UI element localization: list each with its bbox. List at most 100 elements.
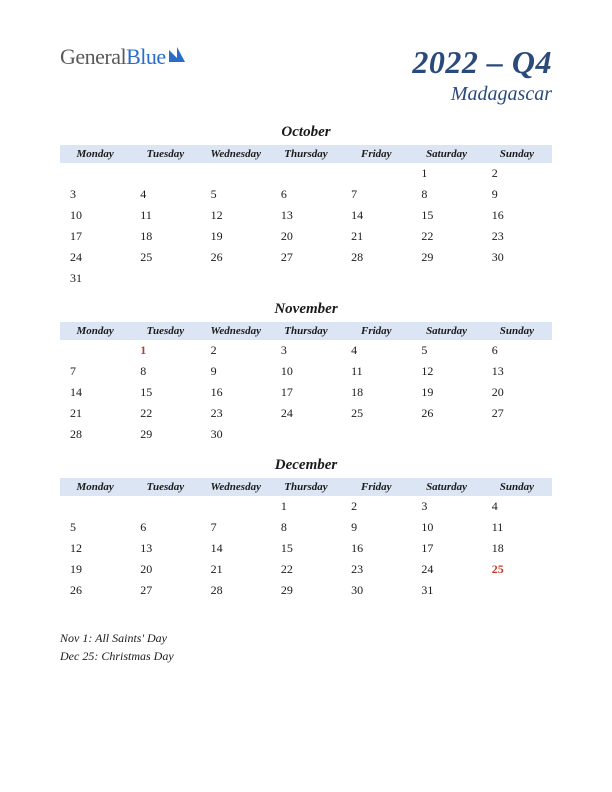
calendar-cell: 2 — [201, 340, 271, 361]
calendar-cell — [130, 163, 200, 184]
calendar-cell: 16 — [341, 538, 411, 559]
weekday-header: Sunday — [482, 322, 552, 340]
header: General Blue 2022 – Q4 Madagascar — [0, 0, 612, 116]
calendar-cell: 14 — [201, 538, 271, 559]
calendar-row: 17181920212223 — [60, 226, 552, 247]
calendar-row: 567891011 — [60, 517, 552, 538]
calendar-cell: 8 — [130, 361, 200, 382]
calendar-cell — [60, 163, 130, 184]
calendar-cell — [482, 580, 552, 601]
calendar-cell: 24 — [271, 403, 341, 424]
calendar-cell: 9 — [482, 184, 552, 205]
calendar-row: 3456789 — [60, 184, 552, 205]
calendar-cell: 31 — [60, 268, 130, 289]
calendar-cell: 30 — [482, 247, 552, 268]
calendar-cell: 18 — [341, 382, 411, 403]
calendar-cell: 11 — [482, 517, 552, 538]
calendar-cell: 29 — [411, 247, 481, 268]
calendar-row: 31 — [60, 268, 552, 289]
calendar-cell: 5 — [201, 184, 271, 205]
calendar-cell: 5 — [60, 517, 130, 538]
calendar-cell: 25 — [341, 403, 411, 424]
calendar-cell: 10 — [411, 517, 481, 538]
calendar-cell: 17 — [411, 538, 481, 559]
holiday-notes: Nov 1: All Saints' DayDec 25: Christmas … — [0, 613, 612, 665]
calendar-cell: 15 — [411, 205, 481, 226]
calendar-cell — [411, 424, 481, 445]
calendar-cell: 24 — [60, 247, 130, 268]
calendar-cell: 6 — [482, 340, 552, 361]
calendar-cell: 26 — [411, 403, 481, 424]
calendar-cell: 16 — [482, 205, 552, 226]
calendar-row: 12131415161718 — [60, 538, 552, 559]
weekday-header: Tuesday — [130, 322, 200, 340]
calendar-cell — [201, 496, 271, 517]
weekday-header: Wednesday — [201, 145, 271, 163]
calendar-cell: 30 — [201, 424, 271, 445]
calendar-cell: 23 — [482, 226, 552, 247]
calendar-cell: 25 — [482, 559, 552, 580]
weekday-header: Thursday — [271, 478, 341, 496]
calendar-cell: 10 — [60, 205, 130, 226]
weekday-header: Tuesday — [130, 478, 200, 496]
calendar-cell: 1 — [271, 496, 341, 517]
calendar-cell — [341, 424, 411, 445]
calendar-cell: 11 — [341, 361, 411, 382]
calendar-cell: 8 — [271, 517, 341, 538]
calendar-cell — [271, 163, 341, 184]
calendar-cell — [411, 268, 481, 289]
calendar-cell: 15 — [271, 538, 341, 559]
calendar-row: 24252627282930 — [60, 247, 552, 268]
calendar-row: 78910111213 — [60, 361, 552, 382]
calendar-cell — [130, 496, 200, 517]
calendar-cell: 26 — [60, 580, 130, 601]
calendar-row: 123456 — [60, 340, 552, 361]
month-name: November — [60, 301, 552, 318]
calendar-cell: 20 — [482, 382, 552, 403]
calendar-cell: 2 — [482, 163, 552, 184]
weekday-header: Monday — [60, 322, 130, 340]
calendar-cell: 21 — [341, 226, 411, 247]
calendar-cell: 20 — [271, 226, 341, 247]
calendar-cell: 21 — [60, 403, 130, 424]
calendar-cell: 22 — [130, 403, 200, 424]
calendar-row: 14151617181920 — [60, 382, 552, 403]
calendar-cell: 1 — [130, 340, 200, 361]
calendar-cell: 5 — [411, 340, 481, 361]
calendar-cell — [482, 424, 552, 445]
page-subtitle: Madagascar — [412, 83, 552, 106]
calendar-cell: 12 — [201, 205, 271, 226]
calendar-cell: 21 — [201, 559, 271, 580]
weekday-header: Thursday — [271, 322, 341, 340]
calendar-cell: 27 — [271, 247, 341, 268]
month-block: NovemberMondayTuesdayWednesdayThursdayFr… — [60, 301, 552, 445]
calendar-cell: 16 — [201, 382, 271, 403]
weekday-header: Thursday — [271, 145, 341, 163]
calendar-row: 10111213141516 — [60, 205, 552, 226]
calendar-cell: 19 — [201, 226, 271, 247]
calendar-cell: 1 — [411, 163, 481, 184]
calendar-cell — [271, 424, 341, 445]
calendar-cell: 28 — [201, 580, 271, 601]
calendar-cell: 19 — [60, 559, 130, 580]
calendar-cell: 13 — [130, 538, 200, 559]
weekday-header: Saturday — [411, 145, 481, 163]
calendar-cell: 18 — [130, 226, 200, 247]
logo-text-2: Blue — [126, 44, 166, 70]
calendar-cell: 9 — [201, 361, 271, 382]
logo: General Blue — [60, 44, 186, 70]
calendar-cell: 7 — [201, 517, 271, 538]
calendar-cell: 22 — [271, 559, 341, 580]
calendar-cell: 3 — [60, 184, 130, 205]
calendar-cell — [60, 340, 130, 361]
weekday-header: Wednesday — [201, 478, 271, 496]
calendar-cell: 2 — [341, 496, 411, 517]
calendar-cell: 23 — [341, 559, 411, 580]
calendar-cell: 27 — [482, 403, 552, 424]
month-block: DecemberMondayTuesdayWednesdayThursdayFr… — [60, 457, 552, 601]
page-title: 2022 – Q4 — [412, 44, 552, 81]
weekday-header: Wednesday — [201, 322, 271, 340]
calendar-cell: 29 — [271, 580, 341, 601]
logo-text-1: General — [60, 44, 126, 70]
weekday-header: Friday — [341, 145, 411, 163]
